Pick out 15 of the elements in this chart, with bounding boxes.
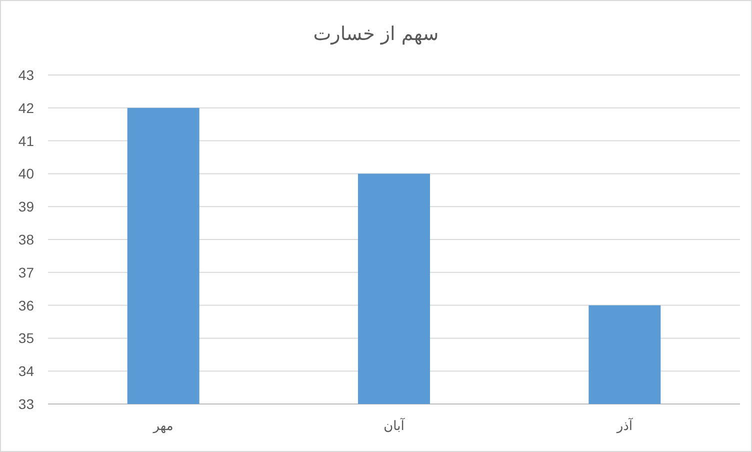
x-tick-label: آبان (384, 417, 406, 434)
y-tick-label: 40 (18, 166, 34, 182)
y-tick-label: 34 (18, 363, 34, 380)
y-tick-label: 33 (18, 396, 34, 412)
y-tick-label: 37 (18, 264, 34, 280)
y-tick-label: 36 (18, 297, 34, 314)
y-tick-label: 38 (18, 232, 34, 248)
y-tick-label: 35 (18, 330, 34, 346)
x-tick-label: آذر (616, 417, 634, 434)
chart-title: سهم از خسارت (313, 23, 439, 45)
y-tick-label: 41 (18, 132, 34, 149)
x-tick-label: مهر (152, 419, 174, 434)
y-tick-label: 43 (18, 67, 34, 83)
y-tick-label: 39 (18, 198, 34, 215)
y-tick-label: 42 (18, 100, 34, 116)
